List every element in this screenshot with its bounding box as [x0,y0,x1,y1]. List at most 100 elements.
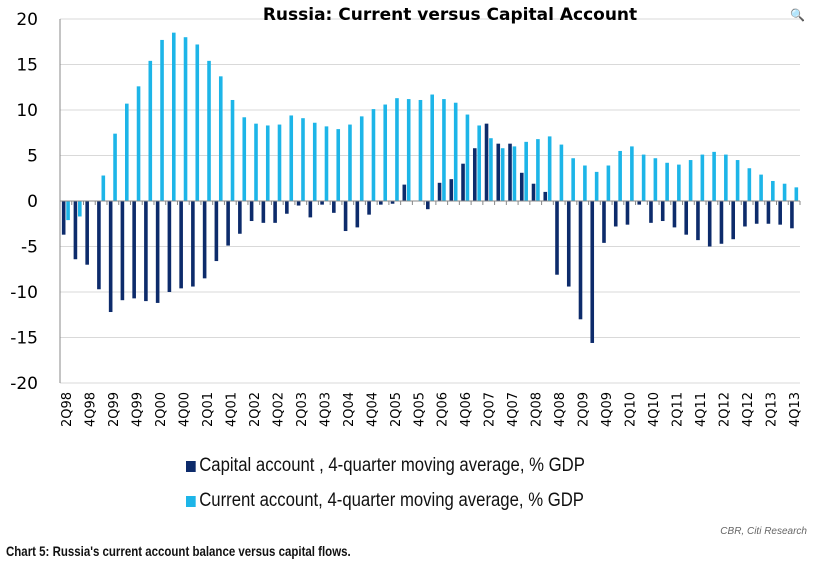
current-account-bar [688,160,693,201]
capital-account-bar [602,201,606,243]
current-account-bar [301,118,305,201]
x-tick-label: 4Q11 [694,392,709,427]
capital-account-bar [719,201,724,244]
current-account-bar [771,180,775,201]
current-account-bar [724,154,728,201]
capital-account-bar [578,201,583,320]
capital-account-bar [566,201,571,287]
x-tick-label: 2Q13 [765,392,780,427]
current-account-bar [430,94,434,201]
current-account-bar [489,138,493,201]
capital-account-bar [308,201,313,218]
capital-account-bar [320,201,324,205]
current-account-bar [547,136,552,201]
current-account-bar [383,104,388,201]
capital-account-bar [214,201,219,262]
zoom-icon[interactable]: 🔍 [790,8,805,22]
capital-account-bar [332,201,336,213]
current-account-bar [125,103,129,201]
x-tick-label: 2Q02 [248,392,263,427]
x-tick-label: 2Q98 [60,392,75,427]
current-account-bar [794,187,799,201]
y-tick-label: -5 [21,238,38,258]
current-account-bar [207,60,211,201]
x-tick-label: 2Q08 [530,392,545,427]
current-account-bar [66,201,70,221]
capital-account-bar [707,201,712,247]
y-tick-label: -15 [10,329,38,349]
x-tick-label: 4Q98 [83,392,98,427]
current-account-bar [160,39,164,202]
capital-account-bar [684,201,689,235]
current-account-bar [183,37,188,202]
capital-account-bar [754,201,759,224]
capital-account-bar [696,201,700,241]
capital-account-bar [296,201,301,206]
current-account-bar [101,175,106,201]
chart-caption: Chart 5: Russia's current account balanc… [6,543,351,559]
current-account-bar [136,86,141,201]
current-account-bar [336,129,341,201]
capital-account-bar [73,201,78,260]
current-account-bar [348,124,352,201]
current-account-bar [465,114,470,201]
x-tick-label: 4Q00 [177,392,192,427]
capital-account-bar [120,201,125,301]
capital-account-bar [743,201,747,227]
current-account-bar [536,139,540,201]
current-account-bar [782,183,787,201]
x-tick-label: 2Q05 [389,392,404,427]
current-account-bar [277,124,282,201]
capital-account-bar [672,201,677,228]
legend-swatch-current [186,495,196,507]
capital-account-bar [543,191,548,201]
y-tick-label: 15 [16,56,38,76]
current-account-bar [406,99,411,201]
current-account-bar [418,99,423,201]
current-account-bar [618,150,622,201]
current-account-bar [254,123,258,201]
current-account-bar [677,164,681,201]
current-account-bar [242,117,247,201]
current-account-bar [500,148,505,201]
capital-account-bar [379,201,383,205]
current-account-bar [747,168,752,201]
current-account-bar [312,122,317,201]
x-tick-label: 2Q09 [577,392,592,427]
x-tick-label: 4Q09 [600,392,615,427]
capital-account-bar [402,184,407,201]
y-tick-label: 5 [27,147,38,167]
capital-account-bar [249,201,254,222]
capital-account-bar [613,201,618,227]
capital-account-bar [449,179,454,201]
capital-account-bar [531,183,536,201]
legend-item-current: Current account, 4-quarter moving averag… [186,490,584,512]
current-account-bar [324,126,329,201]
y-tick-label: -20 [10,374,38,394]
capital-account-bar [426,201,430,210]
y-tick-label: -10 [10,283,38,303]
current-account-bar [606,165,611,201]
current-account-bar [594,171,599,201]
current-account-bar [665,162,669,201]
capital-account-bar [637,201,642,205]
x-tick-label: 4Q12 [741,392,756,427]
capital-account-bar [660,201,665,222]
capital-account-bar [649,201,653,223]
legend-item-capital: Capital account , 4-quarter moving avera… [186,455,585,477]
current-account-bar [359,116,364,201]
x-tick-label: 4Q05 [412,392,427,427]
legend-label-current: Current account, 4-quarter moving averag… [199,490,584,511]
current-account-bar [653,158,658,201]
capital-account-bar [155,201,160,303]
x-tick-label: 2Q00 [154,392,169,427]
chart-title: Russia: Current versus Capital Account [263,5,637,25]
x-tick-label: 4Q07 [506,392,521,427]
legend-label-capital: Capital account , 4-quarter moving avera… [199,455,585,476]
x-tick-label: 4Q02 [271,392,286,427]
current-account-bar [735,160,740,201]
capital-account-bar [766,201,771,224]
capital-account-bar [461,163,465,201]
capital-account-bar [238,201,242,234]
